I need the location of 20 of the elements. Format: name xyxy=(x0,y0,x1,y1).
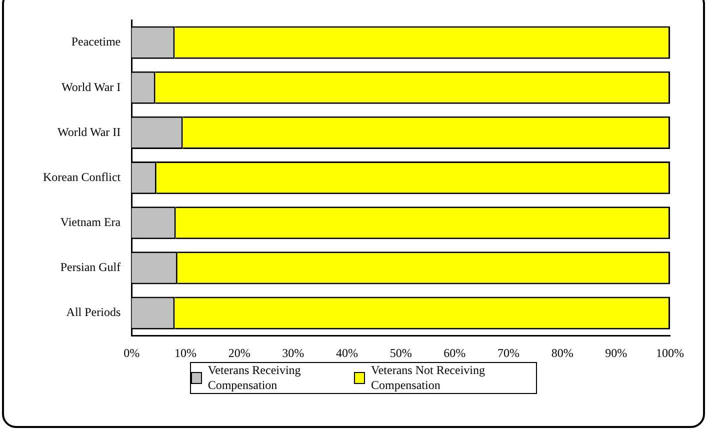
text: Veterans Not Receiving Compensation xyxy=(371,363,486,393)
y-tick-label: Korean Conflict xyxy=(42,170,122,184)
x-tick-label: 70% xyxy=(497,346,520,360)
x-tick-label: 80% xyxy=(551,346,574,360)
x-tick-label: 40% xyxy=(336,346,358,360)
y-tick-label: All Periods xyxy=(66,305,121,320)
x-tick-label: 0% xyxy=(124,346,140,360)
x-tick-label: 50% xyxy=(390,346,412,360)
x-tick-label: 30% xyxy=(282,346,304,360)
y-tick-label: Persian Gulf xyxy=(60,260,121,274)
x-tick-label: 20% xyxy=(228,346,250,360)
y-tick-label: World War II xyxy=(57,124,121,139)
y-tick-label: Vietnam Era xyxy=(60,215,122,230)
y-tick-label: Peacetime xyxy=(71,34,121,49)
y-tick-label: World War I xyxy=(61,80,121,94)
x-tick-label: 100% xyxy=(656,346,684,360)
x-tick-label: 90% xyxy=(605,346,628,360)
legend-label: Veterans Receiving Compensation xyxy=(208,363,302,393)
x-tick-label: 10% xyxy=(174,346,196,360)
x-tick-label: 60% xyxy=(444,346,466,360)
